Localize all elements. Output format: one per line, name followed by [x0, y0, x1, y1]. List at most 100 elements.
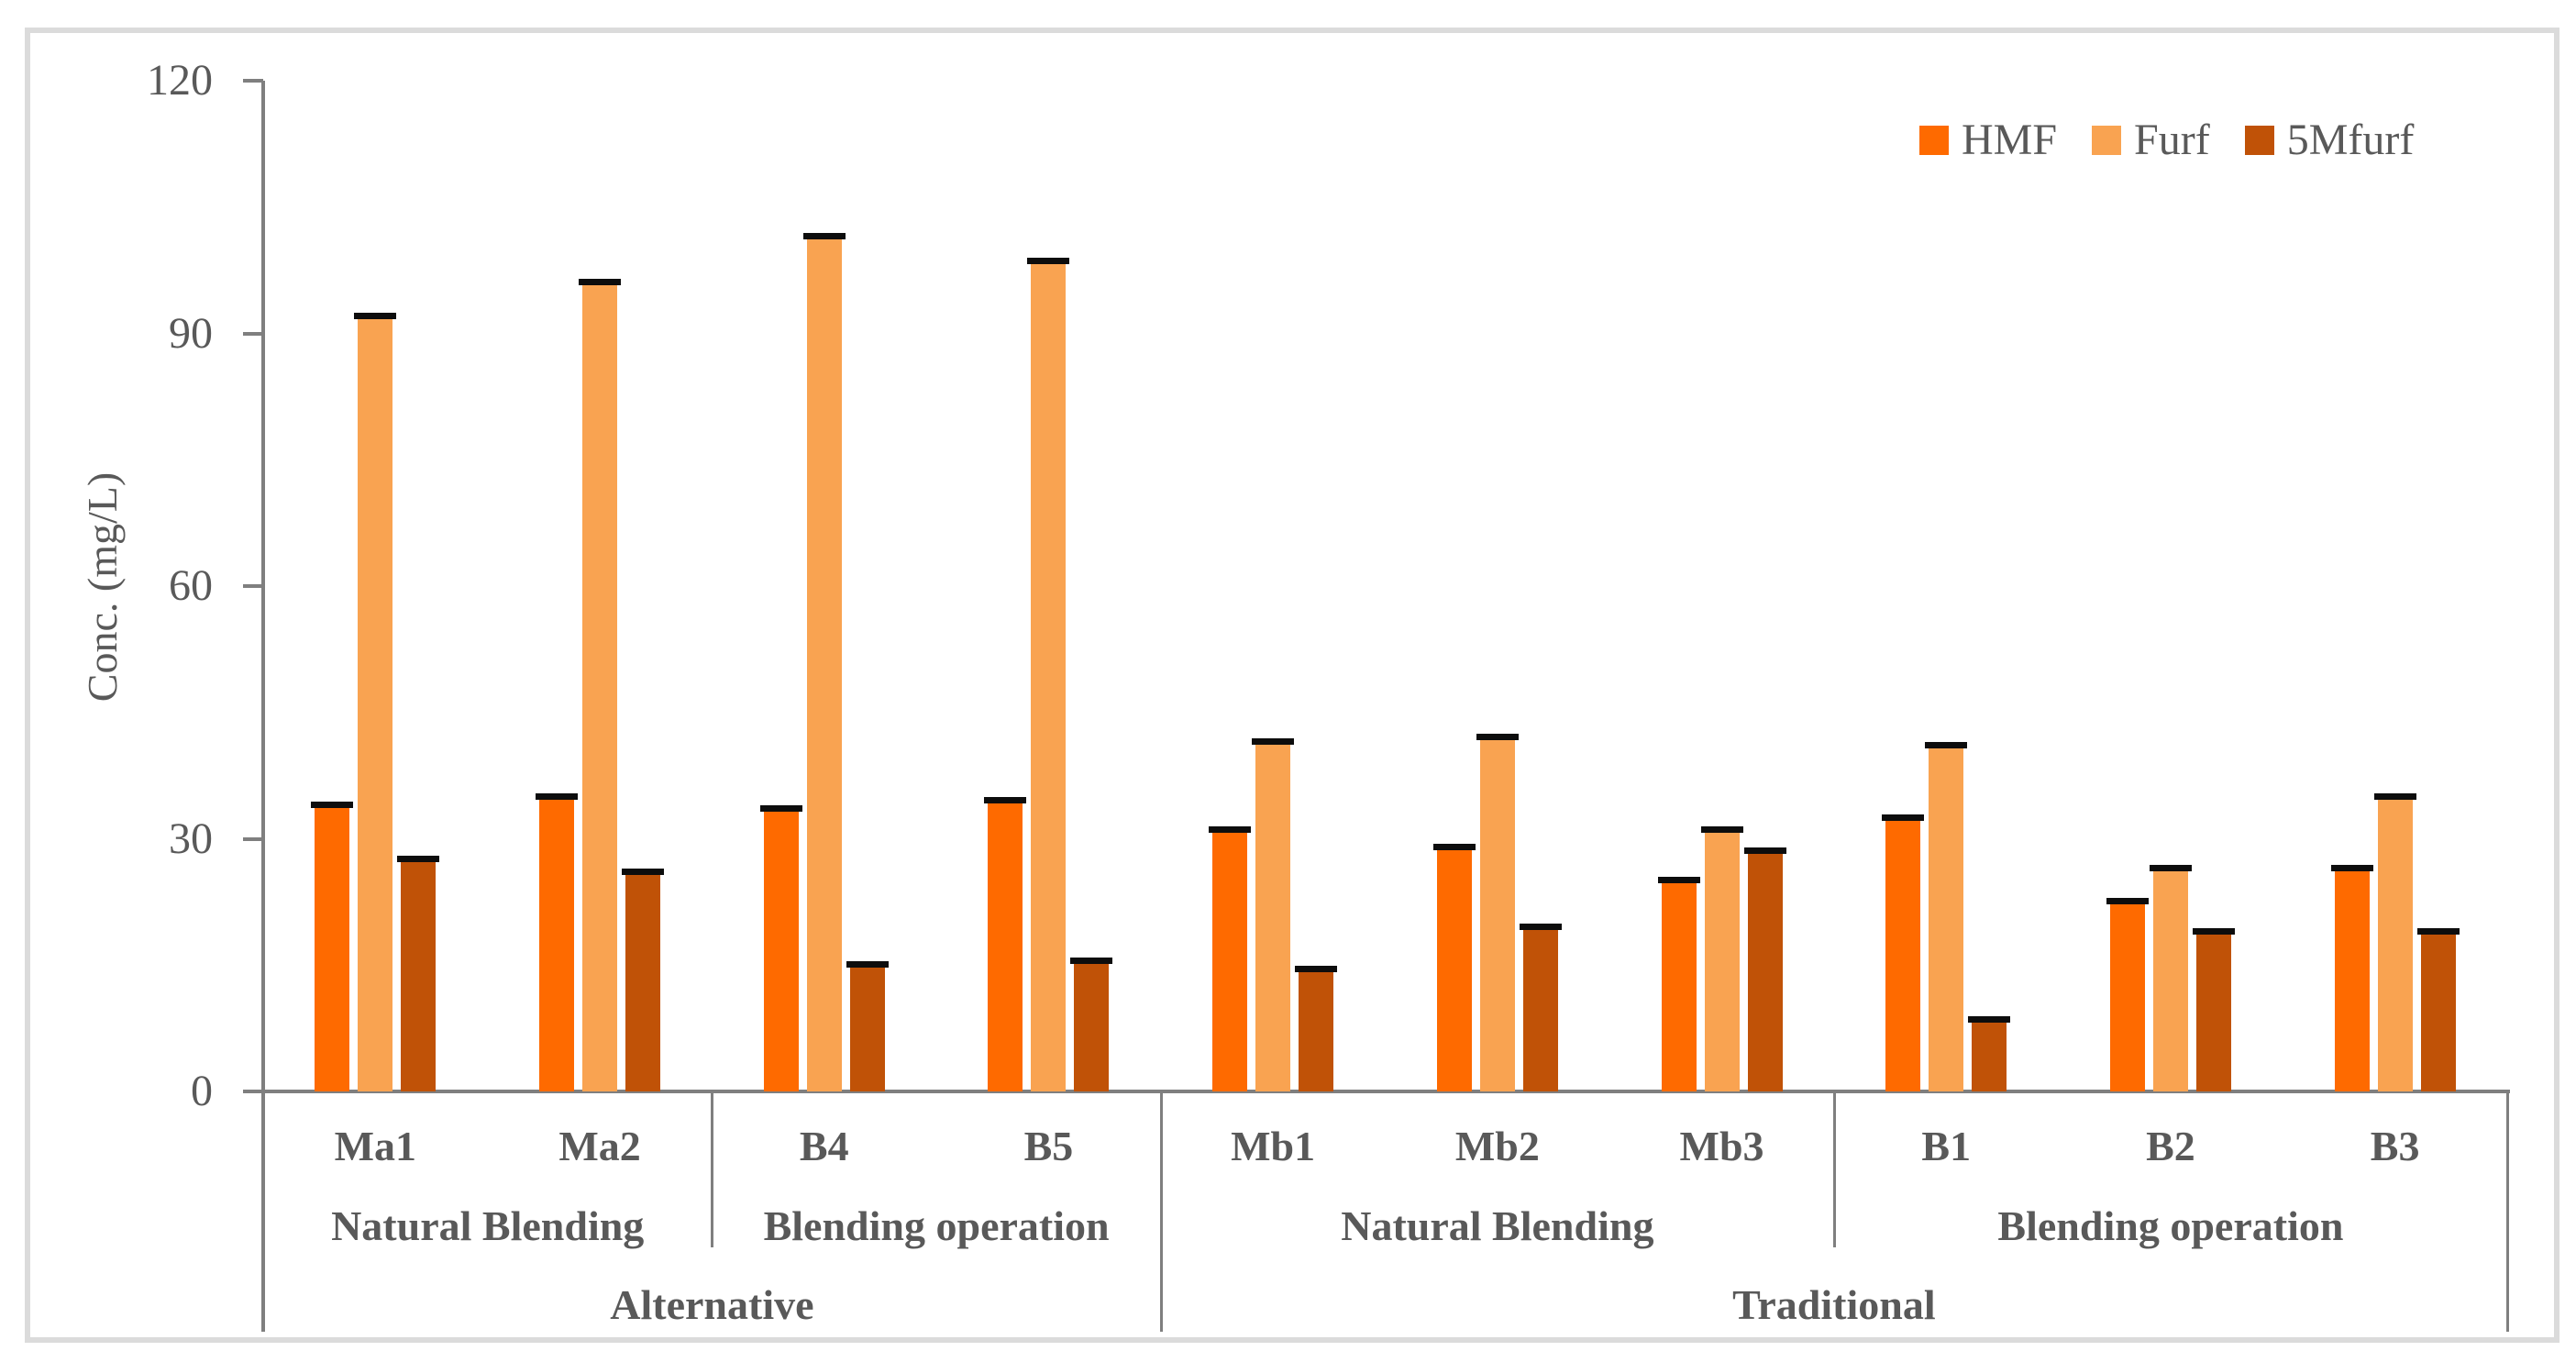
legend-item-HMF: HMF: [1919, 117, 2057, 163]
bar-Furf-B2: [2152, 868, 2188, 1091]
error-cap-HMF-B3: [2330, 864, 2373, 871]
bar-HMF-B5: [988, 801, 1023, 1091]
bar-5Mfurf-Mb2: [1522, 926, 1558, 1091]
error-cap-HMF-Ma2: [536, 792, 579, 800]
error-cap-Furf-Mb2: [1476, 734, 1519, 741]
bar-HMF-Mb3: [1661, 880, 1697, 1091]
group-separator-full: [1159, 1091, 1163, 1332]
legend-label: HMF: [1962, 116, 2058, 164]
x-category-label: B2: [2146, 1123, 2195, 1169]
legend-label: 5Mfurf: [2286, 116, 2415, 164]
y-tick: [243, 331, 263, 336]
bar-Furf-B1: [1929, 746, 1964, 1091]
bar-Furf-B5: [1031, 261, 1067, 1091]
bar-HMF-B4: [763, 809, 799, 1091]
x-group-label-level1: Natural Blending: [1341, 1202, 1654, 1249]
bar-5Mfurf-B4: [849, 965, 885, 1091]
bar-HMF-Ma1: [315, 804, 350, 1091]
error-cap-HMF-B2: [2106, 898, 2149, 905]
error-cap-5Mfurf-B2: [2192, 927, 2235, 935]
error-cap-5Mfurf-Ma2: [622, 869, 665, 876]
legend-swatch-icon: [2092, 126, 2122, 155]
bar-5Mfurf-B1: [1972, 1019, 2007, 1091]
error-cap-HMF-B5: [984, 797, 1027, 804]
bar-HMF-B1: [1885, 817, 1921, 1091]
x-axis-line: [243, 1090, 2510, 1093]
x-category-label: B1: [1921, 1123, 1972, 1169]
error-cap-HMF-Mb2: [1432, 843, 1476, 850]
error-cap-HMF-Mb1: [1209, 826, 1252, 834]
figure-border: [25, 28, 2559, 1343]
bar-Furf-Mb3: [1704, 830, 1740, 1091]
legend-swatch-icon: [2244, 126, 2274, 155]
bar-Furf-Mb2: [1479, 737, 1515, 1091]
y-tick: [243, 836, 263, 841]
y-tick-label: 30: [169, 814, 213, 863]
error-cap-HMF-Ma1: [311, 801, 354, 808]
bar-Furf-B4: [806, 236, 842, 1091]
bar-5Mfurf-B3: [2420, 931, 2456, 1091]
error-cap-5Mfurf-B3: [2416, 927, 2460, 935]
legend-item-5Mfurf: 5Mfurf: [2244, 116, 2415, 164]
x-group-label-level1: Natural Blending: [331, 1202, 645, 1249]
bar-Furf-Mb1: [1255, 741, 1291, 1091]
bar-HMF-B2: [2109, 902, 2145, 1091]
y-tick-label: 90: [169, 308, 213, 358]
bar-5Mfurf-Ma2: [625, 872, 661, 1091]
x-category-label: Mb1: [1231, 1123, 1316, 1169]
bar-HMF-Mb1: [1212, 830, 1248, 1091]
group-separator-full: [2506, 1091, 2509, 1332]
error-cap-Furf-B3: [2373, 792, 2416, 800]
error-cap-Furf-Mb1: [1252, 737, 1295, 745]
error-cap-5Mfurf-Ma1: [397, 856, 440, 863]
bar-Furf-Ma2: [582, 282, 618, 1091]
y-tick-label: 60: [169, 561, 213, 610]
y-tick: [243, 584, 263, 588]
y-tick-label: 0: [191, 1067, 213, 1115]
x-category-label: B5: [1023, 1123, 1074, 1169]
x-category-label: Mb3: [1679, 1123, 1764, 1169]
y-tick: [243, 79, 263, 83]
error-cap-Furf-B1: [1925, 742, 1968, 749]
legend: HMF Furf 5Mfurf: [1919, 117, 2414, 163]
legend-swatch-icon: [1919, 126, 1949, 155]
legend-item-Furf: Furf: [2092, 117, 2210, 163]
error-cap-Furf-Ma1: [354, 313, 397, 320]
error-cap-5Mfurf-Mb3: [1743, 847, 1786, 855]
bar-5Mfurf-Mb1: [1299, 969, 1334, 1091]
error-cap-5Mfurf-B1: [1968, 1015, 2011, 1023]
bar-Furf-B3: [2377, 796, 2413, 1091]
error-cap-Furf-Mb3: [1700, 826, 1743, 834]
x-category-label: Mb2: [1454, 1123, 1540, 1169]
error-cap-5Mfurf-Mb2: [1519, 923, 1562, 930]
error-cap-Furf-B5: [1027, 258, 1070, 265]
x-category-label: B4: [799, 1123, 849, 1169]
error-cap-5Mfurf-B5: [1070, 957, 1113, 964]
error-cap-5Mfurf-Mb1: [1295, 965, 1338, 972]
x-category-label: Ma2: [558, 1123, 641, 1169]
error-cap-HMF-B4: [759, 805, 802, 813]
group-separator-mid: [711, 1091, 714, 1247]
legend-label: Furf: [2134, 116, 2210, 164]
bar-5Mfurf-B5: [1074, 960, 1110, 1091]
error-cap-HMF-Mb3: [1657, 877, 1700, 884]
bar-5Mfurf-B2: [2195, 931, 2231, 1091]
y-tick-label: 120: [147, 56, 213, 105]
bar-Furf-Ma1: [358, 316, 393, 1091]
error-cap-Furf-B2: [2149, 864, 2192, 871]
bar-HMF-Mb2: [1436, 847, 1472, 1091]
group-separator-mid: [1832, 1091, 1836, 1247]
bar-HMF-Ma2: [539, 796, 575, 1091]
error-cap-5Mfurf-B4: [846, 961, 889, 969]
x-group-label-level2: Alternative: [610, 1281, 814, 1328]
error-cap-Furf-Ma2: [579, 279, 622, 286]
x-group-label-level2: Traditional: [1732, 1281, 1936, 1328]
error-cap-HMF-B1: [1882, 814, 1925, 821]
x-group-label-level1: Blending operation: [1997, 1202, 2344, 1249]
error-cap-Furf-B4: [802, 232, 846, 239]
y-axis-line: [261, 81, 265, 1332]
x-group-label-level1: Blending operation: [763, 1202, 1110, 1249]
bar-5Mfurf-Mb3: [1747, 851, 1783, 1091]
x-category-label: B3: [2370, 1123, 2420, 1169]
